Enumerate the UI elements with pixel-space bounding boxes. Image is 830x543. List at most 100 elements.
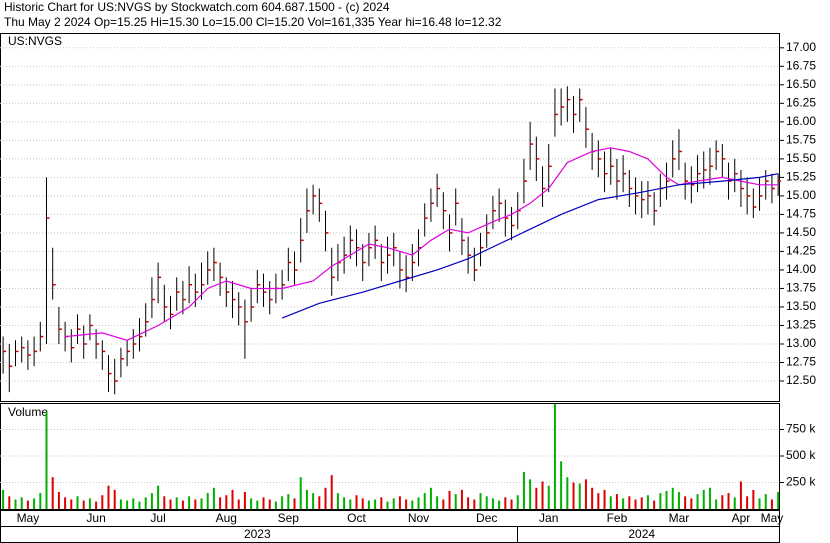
volume-bar xyxy=(126,500,129,509)
volume-bar xyxy=(739,481,742,509)
y-tick-label: 17.00 xyxy=(786,40,816,54)
y-tick-label: 15.25 xyxy=(786,170,816,184)
volume-bar xyxy=(696,494,699,509)
volume-bar xyxy=(752,489,755,509)
volume-bar xyxy=(51,477,54,509)
volume-bar xyxy=(262,497,265,509)
volume-bar xyxy=(299,477,302,509)
y-tick-label: 14.00 xyxy=(786,262,816,276)
volume-bar xyxy=(343,497,346,509)
volume-bar xyxy=(70,499,73,509)
volume-bar xyxy=(436,496,439,509)
y-tick-label: 12.75 xyxy=(786,355,816,369)
volume-label: Volume xyxy=(8,405,48,419)
volume-bar xyxy=(367,500,370,509)
volume-bar xyxy=(219,497,222,509)
volume-bar xyxy=(20,497,23,509)
volume-bar xyxy=(293,498,296,509)
volume-bar xyxy=(181,500,184,509)
volume-bar xyxy=(88,498,91,509)
y-tick-label: 250 k xyxy=(786,475,816,489)
volume-bar xyxy=(33,498,36,509)
year-label: 2024 xyxy=(628,527,655,541)
volume-bar xyxy=(225,495,228,509)
volume-bar xyxy=(212,487,215,509)
price-panel xyxy=(0,33,780,402)
volume-bar xyxy=(324,487,327,509)
x-tick-label: Jun xyxy=(86,511,105,525)
volume-bar xyxy=(157,485,160,509)
volume-bar xyxy=(163,496,166,509)
volume-bar xyxy=(374,499,377,509)
volume-bar xyxy=(541,481,544,509)
y-tick-label: 16.00 xyxy=(786,114,816,128)
volume-bar xyxy=(349,499,352,509)
volume-bar xyxy=(107,485,110,509)
volume-bar xyxy=(392,498,395,509)
symbol-label: US:NVGS xyxy=(8,34,62,48)
volume-bar xyxy=(194,499,197,509)
volume-bar xyxy=(665,490,668,509)
volume-bar xyxy=(640,497,643,509)
x-tick-label: Jan xyxy=(539,511,558,525)
volume-bar xyxy=(2,489,5,509)
volume-bar xyxy=(312,493,315,509)
volume-bar xyxy=(423,493,426,509)
y-tick-label: 12.50 xyxy=(786,373,816,387)
volume-bar xyxy=(318,496,321,509)
volume-bar xyxy=(200,498,203,509)
y-tick-label: 16.50 xyxy=(786,77,816,91)
volume-bar xyxy=(305,489,308,509)
volume-bar xyxy=(330,475,333,509)
volume-bar xyxy=(628,496,631,509)
volume-bar xyxy=(708,487,711,509)
volume-bar xyxy=(113,489,116,509)
volume-bar xyxy=(572,482,575,509)
volume-bar xyxy=(417,497,420,509)
volume-bar xyxy=(39,493,42,509)
volume-bar xyxy=(150,493,153,509)
volume-bar xyxy=(256,500,259,509)
volume-bar xyxy=(274,501,277,509)
y-tick-label: 15.50 xyxy=(786,151,816,165)
y-tick-label: 13.50 xyxy=(786,299,816,313)
volume-bar xyxy=(355,495,358,509)
volume-bar xyxy=(386,501,389,509)
chart-subtitle: Thu May 2 2024 Op=15.25 Hi=15.30 Lo=15.0… xyxy=(4,15,502,29)
y-tick-label: 15.75 xyxy=(786,133,816,147)
volume-bar xyxy=(566,477,569,509)
volume-bar xyxy=(485,496,488,509)
y-tick-label: 15.00 xyxy=(786,188,816,202)
volume-bar xyxy=(553,404,556,509)
volume-bar xyxy=(684,496,687,509)
volume-bar xyxy=(76,496,79,509)
volume-bar xyxy=(634,499,637,509)
volume-bar xyxy=(597,493,600,509)
volume-bar xyxy=(268,499,271,509)
volume-bar xyxy=(467,497,470,509)
x-tick-label: Feb xyxy=(607,511,628,525)
volume-bar xyxy=(584,479,587,509)
volume-bar xyxy=(758,498,761,509)
x-tick-label: May xyxy=(761,511,784,525)
x-tick-label: Jul xyxy=(150,511,165,525)
volume-bar xyxy=(64,497,67,509)
x-tick-label: Apr xyxy=(732,511,751,525)
volume-bar xyxy=(380,497,383,509)
volume-bar xyxy=(429,487,432,509)
volume-bar xyxy=(231,489,234,509)
x-tick-label: Sep xyxy=(278,511,300,525)
volume-bar xyxy=(250,498,253,509)
y-tick-label: 500 k xyxy=(786,448,816,462)
x-tick-label: Aug xyxy=(216,511,237,525)
volume-bar xyxy=(473,499,476,509)
volume-bar xyxy=(361,498,364,509)
volume-bar xyxy=(690,498,693,509)
volume-bar xyxy=(454,494,457,509)
volume-bar xyxy=(721,495,724,509)
volume-bar xyxy=(237,499,240,509)
volume-bar xyxy=(411,500,414,509)
volume-bar xyxy=(603,489,606,509)
x-tick-label: May xyxy=(17,511,40,525)
